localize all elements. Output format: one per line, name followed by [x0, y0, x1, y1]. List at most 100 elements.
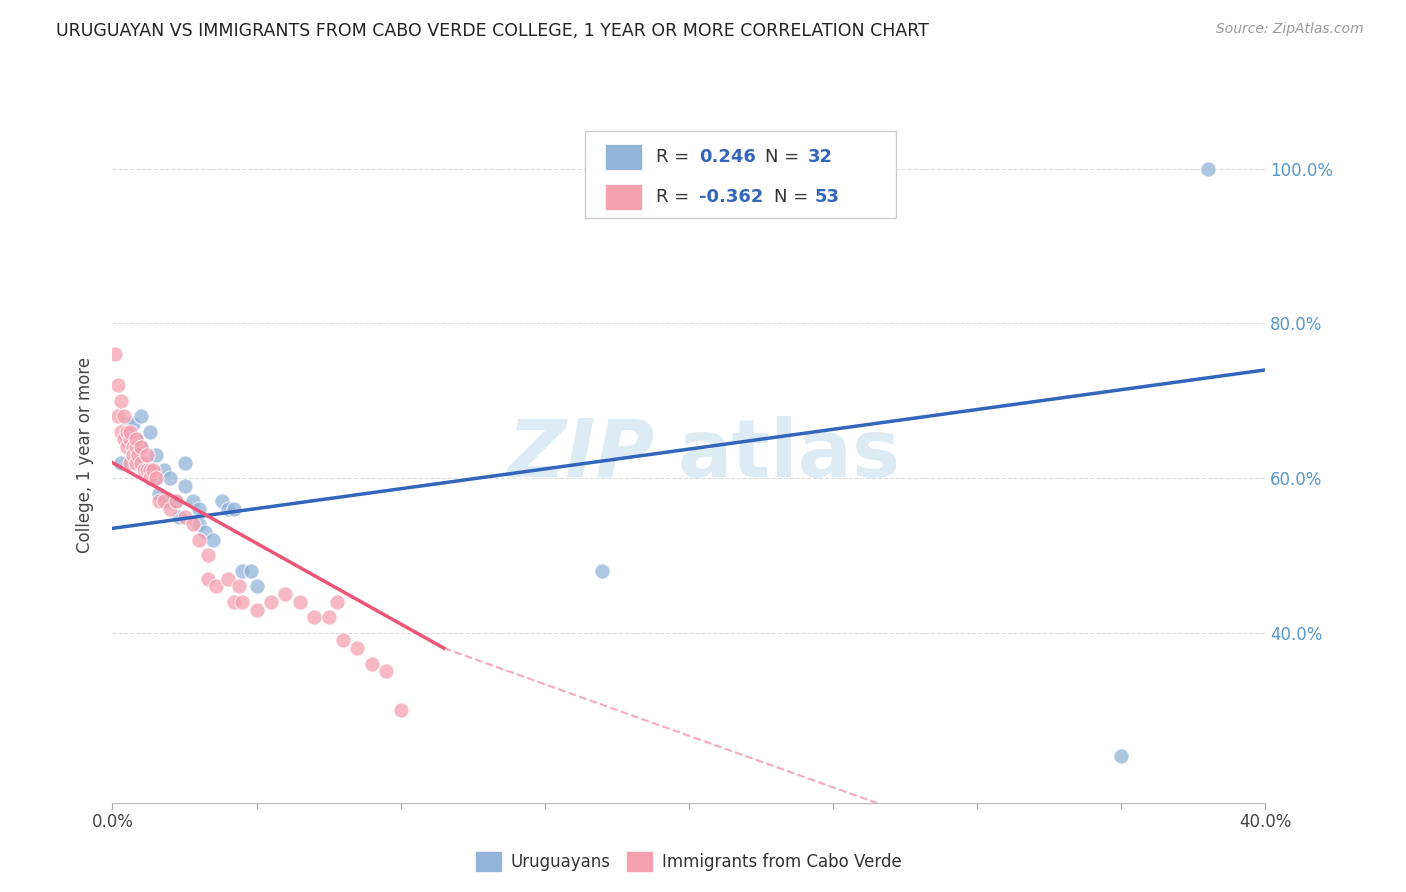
Point	[188, 502, 211, 516]
Point	[173, 456, 195, 470]
Point	[107, 409, 129, 424]
Point	[231, 595, 253, 609]
Point	[222, 595, 245, 609]
FancyBboxPatch shape	[605, 144, 641, 170]
Point	[129, 440, 153, 454]
Point	[115, 425, 138, 439]
Point	[139, 471, 162, 485]
Text: URUGUAYAN VS IMMIGRANTS FROM CABO VERDE COLLEGE, 1 YEAR OR MORE CORRELATION CHAR: URUGUAYAN VS IMMIGRANTS FROM CABO VERDE …	[56, 22, 929, 40]
Point	[318, 610, 340, 624]
FancyBboxPatch shape	[605, 184, 641, 211]
Point	[346, 641, 368, 656]
Text: 0.246: 0.246	[699, 148, 756, 166]
Point	[136, 463, 159, 477]
Point	[245, 579, 267, 593]
Point	[153, 463, 176, 477]
Point	[124, 456, 146, 470]
Point	[260, 595, 283, 609]
Point	[360, 657, 382, 671]
Point	[110, 393, 132, 408]
Text: ZIP: ZIP	[508, 416, 654, 494]
Point	[139, 463, 162, 477]
Point	[194, 525, 217, 540]
Text: 53: 53	[814, 188, 839, 206]
Point	[332, 633, 354, 648]
Point	[110, 456, 132, 470]
Point	[107, 378, 129, 392]
Legend: Uruguayans, Immigrants from Cabo Verde: Uruguayans, Immigrants from Cabo Verde	[470, 846, 908, 878]
Text: R =: R =	[655, 188, 695, 206]
Point	[222, 502, 245, 516]
Point	[124, 433, 146, 447]
Point	[173, 479, 195, 493]
Point	[118, 425, 141, 439]
Y-axis label: College, 1 year or more: College, 1 year or more	[76, 357, 94, 553]
Point	[217, 572, 239, 586]
Point	[159, 471, 181, 485]
Point	[121, 448, 143, 462]
Point	[181, 494, 204, 508]
Point	[115, 440, 138, 454]
Point	[211, 494, 233, 508]
Point	[231, 564, 253, 578]
Point	[205, 579, 228, 593]
Point	[245, 602, 267, 616]
Point	[124, 440, 146, 454]
Point	[228, 579, 250, 593]
Point	[129, 440, 153, 454]
Point	[118, 456, 141, 470]
Text: 32: 32	[807, 148, 832, 166]
Point	[165, 494, 187, 508]
Point	[104, 347, 127, 361]
Point	[129, 409, 153, 424]
Text: atlas: atlas	[678, 416, 900, 494]
Point	[217, 502, 239, 516]
Point	[112, 433, 135, 447]
Point	[274, 587, 297, 601]
Text: R =: R =	[655, 148, 695, 166]
Point	[115, 417, 138, 431]
Point	[159, 494, 181, 508]
Point	[136, 456, 159, 470]
Point	[139, 425, 162, 439]
Point	[134, 463, 156, 477]
Point	[1197, 161, 1219, 176]
Point	[124, 433, 146, 447]
Point	[121, 440, 143, 454]
Text: Source: ZipAtlas.com: Source: ZipAtlas.com	[1216, 22, 1364, 37]
Text: -0.362: -0.362	[699, 188, 763, 206]
Point	[181, 517, 204, 532]
Point	[110, 425, 132, 439]
Point	[127, 448, 149, 462]
Point	[136, 448, 159, 462]
Point	[121, 417, 143, 431]
Point	[145, 471, 167, 485]
Point	[165, 494, 187, 508]
Point	[389, 703, 412, 717]
Point	[173, 509, 195, 524]
Point	[112, 409, 135, 424]
Point	[197, 549, 219, 563]
Point	[153, 494, 176, 508]
Point	[304, 610, 326, 624]
Point	[145, 448, 167, 462]
Point	[197, 572, 219, 586]
Text: N =: N =	[765, 148, 806, 166]
Point	[188, 517, 211, 532]
Point	[148, 486, 170, 500]
Point	[142, 463, 165, 477]
Point	[118, 433, 141, 447]
FancyBboxPatch shape	[585, 131, 897, 219]
Point	[145, 471, 167, 485]
Point	[326, 595, 349, 609]
Point	[1111, 749, 1133, 764]
Point	[148, 494, 170, 508]
Point	[375, 665, 398, 679]
Point	[202, 533, 225, 547]
Point	[288, 595, 311, 609]
Point	[188, 533, 211, 547]
Point	[239, 564, 262, 578]
Point	[167, 509, 190, 524]
Point	[592, 564, 614, 578]
Point	[159, 502, 181, 516]
